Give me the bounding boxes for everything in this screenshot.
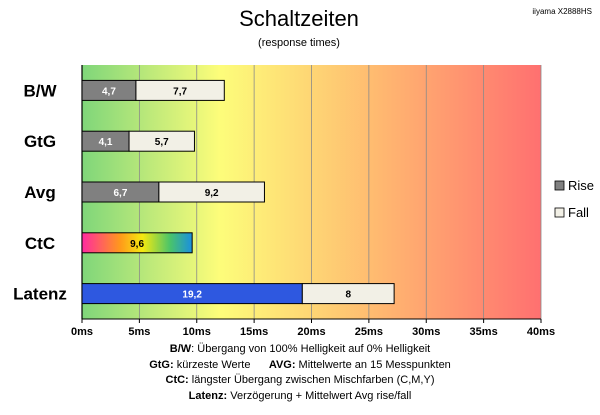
note-gtg-text: kürzeste Werte xyxy=(173,358,251,371)
category-label: Avg xyxy=(24,183,56,202)
monitor-model: iiyama X2888HS xyxy=(532,7,592,16)
chart-notes: B/W: Übergang von 100% Helligkeit auf 0%… xyxy=(0,342,600,404)
value-label-rise: 4,1 xyxy=(99,137,113,148)
x-tick-label: 10ms xyxy=(183,326,211,338)
note-gtg-key: GtG: xyxy=(149,358,174,371)
bar-fall xyxy=(158,181,265,203)
bar-fall xyxy=(135,79,225,101)
x-tick-label: 25ms xyxy=(355,326,383,338)
category-label: CtC xyxy=(25,234,55,253)
x-tick-label: 35ms xyxy=(470,326,498,338)
chart-subtitle: (response times) xyxy=(258,37,340,49)
value-label-latenz-avg: 19,2 xyxy=(182,290,202,301)
category-label: Latenz xyxy=(13,285,67,304)
note-ctc-key: CtC: xyxy=(165,374,189,386)
value-label-fall: 5,7 xyxy=(155,137,169,148)
x-tick-label: 5ms xyxy=(128,326,150,338)
value-labels: 4,7 7,7 4,1 5,7 6,7 9,2 9,6 19,2 8 xyxy=(99,86,352,300)
note-bw-text: : Übergang von 100% Helligkeit auf 0% He… xyxy=(191,343,431,355)
note-ctc: CtC: längster Übergang zwischen Mischfar… xyxy=(0,373,600,389)
x-tick-labels: 0ms 5ms 10ms 15ms 20ms 25ms 30ms 35ms 40ms xyxy=(71,319,555,338)
value-label-rise: 6,7 xyxy=(113,188,127,199)
x-tick-label: 30ms xyxy=(412,326,440,338)
value-label-ctc: 9,6 xyxy=(130,239,144,250)
bar-latenz-delay xyxy=(301,283,395,305)
bar-ctc xyxy=(81,232,193,254)
note-bw: B/W: Übergang von 100% Helligkeit auf 0%… xyxy=(0,342,600,358)
legend-label-rise: Rise xyxy=(568,178,594,193)
category-label: GtG xyxy=(24,132,56,151)
x-tick-label: 15ms xyxy=(240,326,268,338)
value-label-latenz-delay: 8 xyxy=(345,290,351,301)
note-latenz: Latenz: Verzögerung + Mittelwert Avg ris… xyxy=(0,389,600,405)
bar-fall xyxy=(128,130,195,152)
note-avg-text: Mittelwerte an 15 Messpunkten xyxy=(295,358,451,371)
value-label-rise: 4,7 xyxy=(102,86,116,97)
legend-swatch-fall xyxy=(554,207,565,218)
legend: Rise Fall xyxy=(554,178,594,220)
category-label: B/W xyxy=(23,81,57,100)
legend-swatch-rise xyxy=(554,180,565,191)
note-bw-key: B/W xyxy=(169,343,192,355)
note-avg-key: AVG: xyxy=(268,358,296,371)
note-latenz-text: Verzögerung + Mittelwert Avg rise/fall xyxy=(227,389,412,402)
note-ctc-text: längster Übergang zwischen Mischfarben (… xyxy=(188,374,435,386)
legend-label-fall: Fall xyxy=(568,205,589,220)
value-label-fall: 9,2 xyxy=(205,188,219,199)
x-tick-label: 0ms xyxy=(71,326,93,338)
note-gtg-avg: GtG: kürzeste Werte AVG: Mittelwerte an … xyxy=(0,358,600,374)
chart-title: Schaltzeiten xyxy=(239,6,359,31)
bars xyxy=(81,79,395,305)
note-latenz-key: Latenz: xyxy=(188,389,228,402)
value-label-fall: 7,7 xyxy=(173,86,187,97)
category-labels: B/W GtG Avg CtC Latenz xyxy=(13,81,67,303)
x-tick-label: 40ms xyxy=(527,326,555,338)
x-tick-label: 20ms xyxy=(297,326,325,338)
